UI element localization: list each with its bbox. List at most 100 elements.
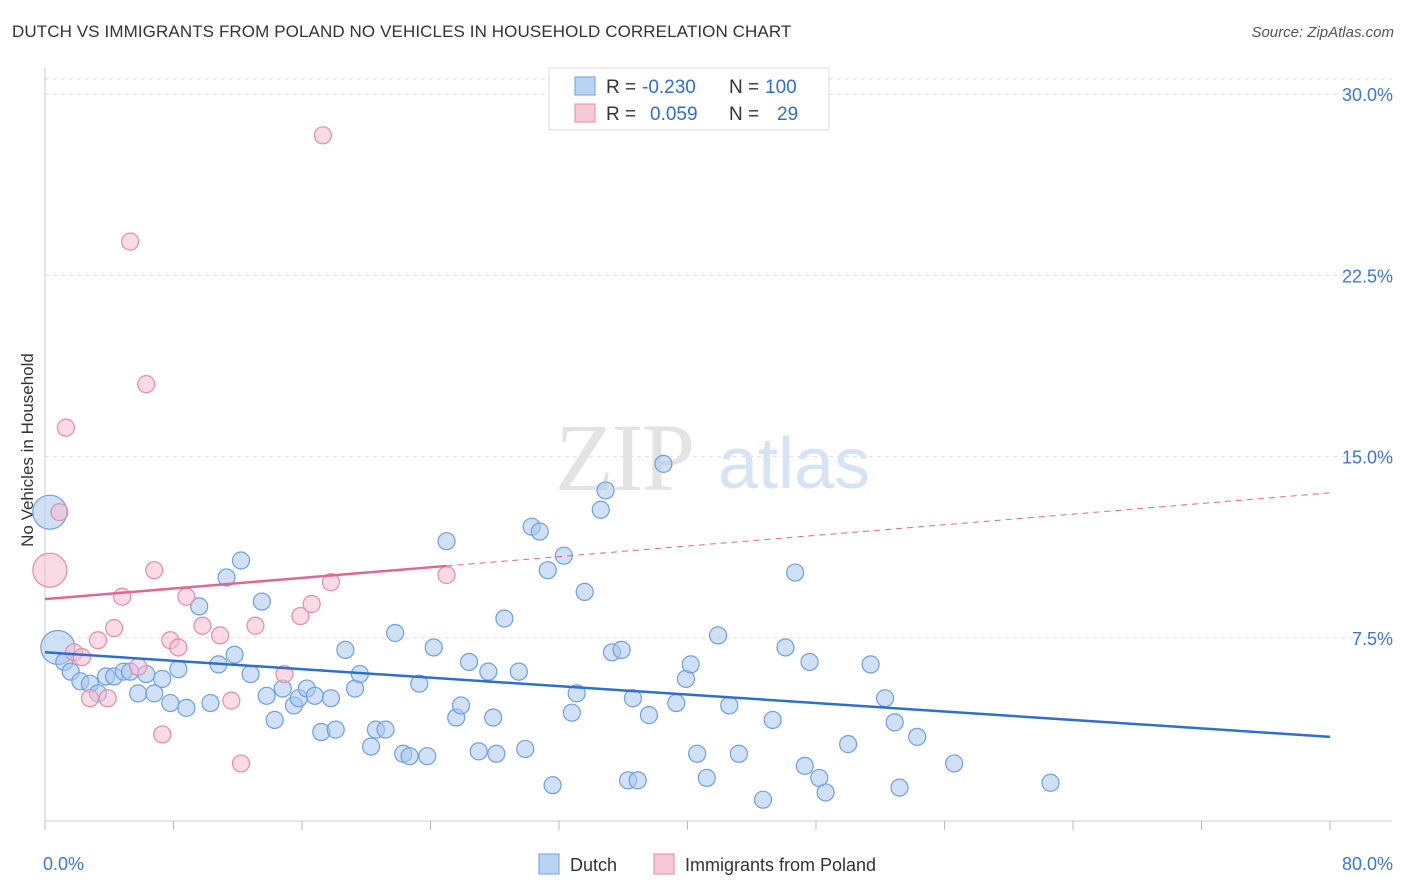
dutch-point-65 bbox=[567, 684, 586, 703]
dutch-point-25 bbox=[252, 592, 271, 611]
dutch-point-34 bbox=[321, 689, 341, 708]
legend-poland-swatch bbox=[574, 103, 596, 123]
dutch-point-27 bbox=[265, 710, 284, 730]
dutch-point-93 bbox=[861, 655, 880, 674]
poland-point-0 bbox=[32, 552, 68, 588]
dutch-points bbox=[32, 454, 1060, 809]
legend-top-box bbox=[548, 67, 830, 131]
dutch-point-80 bbox=[697, 768, 716, 788]
dutch-point-36 bbox=[336, 640, 355, 659]
dutch-point-45 bbox=[410, 674, 429, 693]
legend-bottom-poland-swatch bbox=[653, 853, 675, 875]
dutch-point-96 bbox=[890, 778, 909, 797]
dutch-point-84 bbox=[753, 790, 773, 809]
dutch-point-72 bbox=[623, 689, 642, 708]
dutch-point-32 bbox=[305, 686, 324, 705]
legend-dutch-r-label: R = bbox=[606, 77, 636, 98]
chart-title: DUTCH VS IMMIGRANTS FROM POLAND NO VEHIC… bbox=[12, 22, 792, 41]
dutch-point-48 bbox=[437, 532, 456, 551]
dutch-point-99 bbox=[1041, 773, 1060, 792]
poland-trend-line-solid bbox=[44, 564, 447, 601]
dutch-point-22 bbox=[225, 645, 244, 664]
poland-point-1 bbox=[50, 503, 69, 522]
dutch-point-44 bbox=[400, 747, 419, 766]
dutch-point-18 bbox=[190, 597, 209, 616]
legend-bottom: Dutch Immigrants from Poland bbox=[538, 853, 876, 875]
poland-point-24 bbox=[291, 606, 310, 626]
dutch-point-26 bbox=[257, 686, 276, 705]
dutch-point-70 bbox=[612, 640, 631, 659]
poland-point-12 bbox=[137, 375, 156, 394]
dutch-point-76 bbox=[667, 693, 686, 713]
poland-point-26 bbox=[313, 126, 332, 145]
chart-source: Source: ZipAtlas.com bbox=[1251, 24, 1394, 41]
dutch-point-74 bbox=[639, 706, 659, 725]
legend-top: R = -0.230 N = 100 R = 0.059 N = 29 bbox=[548, 67, 830, 131]
dutch-point-87 bbox=[786, 563, 805, 582]
dutch-point-81 bbox=[708, 626, 728, 645]
poland-point-21 bbox=[231, 754, 251, 773]
x-tick-label-1: 80.0% bbox=[1342, 854, 1393, 874]
legend-poland-r-label: R = bbox=[606, 104, 636, 125]
watermark-zip: ZIP bbox=[555, 404, 693, 511]
dutch-point-97 bbox=[908, 727, 927, 746]
dutch-point-68 bbox=[596, 481, 615, 500]
legend-dutch-swatch bbox=[574, 76, 596, 96]
poland-trend-line-dashed bbox=[446, 492, 1331, 567]
dutch-point-91 bbox=[816, 783, 835, 802]
poland-points bbox=[32, 126, 456, 773]
poland-point-17 bbox=[177, 587, 196, 606]
legend-bottom-dutch-swatch bbox=[538, 853, 560, 875]
poland-point-16 bbox=[169, 638, 188, 657]
dutch-point-23 bbox=[231, 551, 251, 570]
poland-point-19 bbox=[210, 626, 230, 645]
dutch-point-52 bbox=[469, 742, 488, 761]
dutch-point-78 bbox=[681, 655, 700, 674]
dutch-point-19 bbox=[201, 693, 220, 713]
dutch-trend-line bbox=[44, 651, 1331, 739]
y-tick-label-2: 22.5% bbox=[1342, 266, 1393, 286]
poland-point-14 bbox=[153, 725, 172, 744]
dutch-point-54 bbox=[484, 708, 503, 727]
legend-dutch-r-value: -0.230 bbox=[642, 77, 696, 98]
dutch-point-58 bbox=[516, 739, 535, 759]
poland-point-13 bbox=[145, 561, 164, 580]
dutch-point-82 bbox=[720, 696, 739, 715]
dutch-point-94 bbox=[875, 689, 895, 708]
poland-point-22 bbox=[246, 616, 265, 635]
dutch-point-60 bbox=[530, 522, 549, 541]
dutch-point-62 bbox=[543, 776, 562, 795]
poland-point-27 bbox=[321, 573, 341, 592]
dutch-point-56 bbox=[495, 609, 514, 628]
dutch-point-50 bbox=[451, 696, 471, 715]
tick-labels: 7.5% 15.0% 22.5% 30.0% 0.0% 80.0% bbox=[43, 85, 1393, 874]
dutch-point-35 bbox=[326, 720, 345, 739]
dutch-point-11 bbox=[129, 684, 148, 703]
poland-point-11 bbox=[129, 657, 148, 676]
dutch-point-92 bbox=[839, 735, 858, 754]
legend-bottom-dutch-label: Dutch bbox=[570, 855, 617, 875]
dutch-point-83 bbox=[729, 744, 749, 763]
poland-point-20 bbox=[222, 691, 241, 710]
dutch-point-75 bbox=[654, 454, 673, 473]
poland-point-18 bbox=[193, 616, 212, 635]
axes bbox=[44, 68, 1392, 830]
dutch-point-13 bbox=[145, 684, 164, 703]
dutch-point-95 bbox=[885, 713, 904, 732]
dutch-point-98 bbox=[945, 754, 964, 773]
dutch-point-21 bbox=[217, 568, 236, 587]
dutch-point-51 bbox=[459, 652, 479, 672]
dutch-point-39 bbox=[361, 737, 381, 756]
dutch-point-42 bbox=[386, 623, 405, 643]
legend-dutch-n-label: N = bbox=[729, 77, 759, 98]
poland-point-25 bbox=[302, 594, 321, 614]
dutch-point-79 bbox=[688, 744, 707, 763]
poland-point-4 bbox=[72, 648, 92, 667]
dutch-point-86 bbox=[776, 638, 795, 657]
poland-point-23 bbox=[275, 664, 294, 684]
poland-point-2 bbox=[56, 418, 75, 437]
poland-point-9 bbox=[112, 587, 132, 606]
trend-lines bbox=[44, 492, 1331, 739]
dutch-point-47 bbox=[424, 638, 443, 657]
